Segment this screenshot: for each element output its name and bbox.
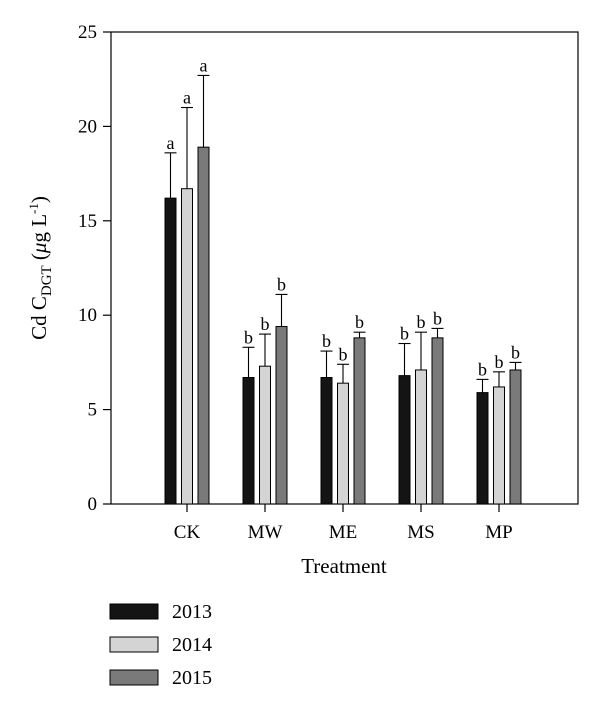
bar <box>431 337 444 505</box>
significance-label: b <box>322 331 331 351</box>
y-tick-label: 5 <box>88 400 98 421</box>
y-tick-label: 10 <box>78 305 97 326</box>
significance-label: b <box>244 327 253 347</box>
y-tick-label: 15 <box>78 211 97 232</box>
significance-label: b <box>478 359 487 379</box>
y-axis-title-open: ( <box>27 253 51 265</box>
significance-label: b <box>417 312 426 332</box>
y-axis-title-main: Cd C <box>27 296 51 340</box>
x-tick-label: CK <box>174 522 201 543</box>
bar <box>197 146 210 505</box>
bar <box>337 382 349 505</box>
significance-label: b <box>339 344 348 364</box>
legend-label: 2014 <box>172 634 212 656</box>
legend-swatch <box>109 636 159 653</box>
legend: 2013 2014 2015 <box>109 601 212 689</box>
bar <box>275 326 288 505</box>
y-axis-title-subscript: DGT <box>39 265 55 296</box>
significance-label: b <box>355 312 364 332</box>
significance-label: b <box>495 352 504 372</box>
legend-swatch <box>109 669 159 686</box>
y-axis-title-superscript: -1 <box>26 203 41 214</box>
bar <box>493 386 505 505</box>
y-axis-title-unit: g L <box>27 214 51 243</box>
x-axis-title: Treatment <box>301 554 387 578</box>
significance-label: b <box>400 324 409 344</box>
bar <box>259 365 271 505</box>
y-tick-label: 20 <box>78 116 97 137</box>
x-tick-label: ME <box>329 522 358 543</box>
bar <box>353 337 366 505</box>
y-axis-title-mu: μ <box>27 243 51 255</box>
y-tick-label: 0 <box>88 494 98 515</box>
significance-label: a <box>200 55 208 75</box>
x-tick-label: MW <box>248 522 283 543</box>
y-axis-title: Cd CDGT (μg L-1) <box>26 196 55 340</box>
legend-swatch <box>109 603 159 620</box>
bar <box>509 369 522 505</box>
bar <box>181 188 193 505</box>
significance-label: b <box>511 342 520 362</box>
bar <box>164 197 177 505</box>
significance-label: b <box>261 314 270 334</box>
significance-label: a <box>167 133 175 153</box>
y-tick-label: 25 <box>78 22 97 43</box>
legend-label: 2015 <box>172 667 212 689</box>
bar <box>415 369 427 505</box>
bar <box>476 392 489 505</box>
axes: 0 5 10 15 20 25 CK MW ME MS MP <box>78 22 513 543</box>
x-tick-label: MS <box>407 522 434 543</box>
bar <box>242 377 255 505</box>
legend-label: 2013 <box>172 601 212 623</box>
significance-label: b <box>277 274 286 294</box>
bar <box>320 377 333 505</box>
significance-label: b <box>433 308 442 328</box>
significance-label: a <box>183 88 191 108</box>
y-axis-title-close: ) <box>27 196 51 203</box>
x-tick-label: MP <box>485 522 512 543</box>
bar <box>398 375 411 505</box>
